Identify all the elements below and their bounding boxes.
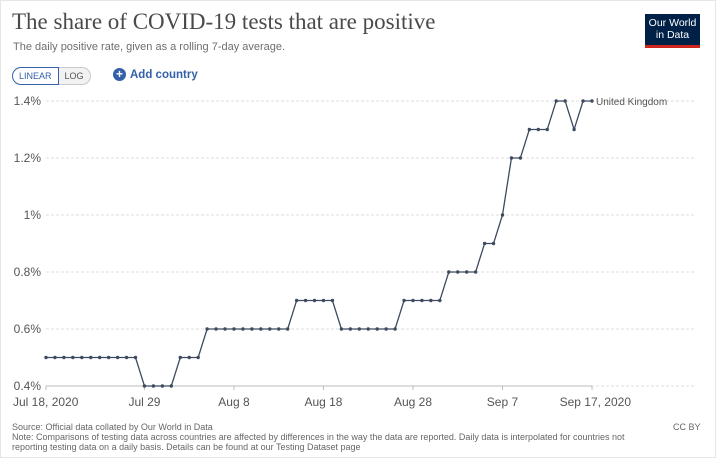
add-country-label: Add country <box>130 68 198 81</box>
data-point <box>169 384 174 388</box>
data-point <box>375 327 379 331</box>
x-tick-label: Jul 29 <box>128 395 160 409</box>
data-point <box>241 327 245 331</box>
data-point <box>151 384 156 388</box>
data-point <box>536 127 540 132</box>
source-note: Source: Official data collated by Our Wo… <box>12 422 213 432</box>
data-point <box>62 355 66 360</box>
y-tick-label: 1.2% <box>14 151 42 165</box>
y-tick-label: 1.4% <box>14 94 42 108</box>
data-point <box>545 127 549 132</box>
y-tick-label: 1% <box>24 208 42 222</box>
series-line-united-kingdom <box>46 100 592 387</box>
series-layer: United Kingdom <box>44 97 667 388</box>
data-point <box>500 213 505 217</box>
y-tick-label: 0.8% <box>14 265 42 279</box>
data-point <box>339 327 344 331</box>
data-point <box>321 298 326 303</box>
data-point <box>438 298 442 303</box>
data-point <box>357 327 361 331</box>
data-point <box>53 355 57 360</box>
data-point <box>223 327 227 331</box>
data-point <box>473 270 478 274</box>
data-point <box>268 327 272 331</box>
data-point <box>44 355 48 360</box>
data-point <box>348 327 353 331</box>
grid-lines <box>46 100 696 387</box>
linear-scale-button[interactable]: LINEAR <box>12 67 59 85</box>
x-tick-label: Aug 18 <box>304 395 342 409</box>
data-point <box>456 270 460 274</box>
data-point <box>115 355 120 360</box>
logo-line-2: in Data <box>655 29 690 41</box>
data-point <box>411 298 415 303</box>
data-point <box>294 298 299 303</box>
x-tick-label: Sep 7 <box>487 395 519 409</box>
data-point <box>482 241 487 246</box>
owid-logo[interactable]: Our World in Data <box>645 14 700 48</box>
data-point <box>142 384 147 388</box>
data-point <box>429 298 433 303</box>
x-tick-label: Sep 17, 2020 <box>560 395 632 409</box>
data-point <box>447 270 451 274</box>
data-point <box>232 327 236 331</box>
plus-icon: + <box>113 68 126 81</box>
x-tick-label: Aug 8 <box>218 395 250 409</box>
logo-line-1: Our World <box>648 17 697 29</box>
series-end-label: United Kingdom <box>596 97 667 108</box>
data-point <box>366 327 370 331</box>
data-point <box>89 355 93 360</box>
y-axis-ticks: 0.4% 0.6% 0.8% 1% 1.2% 1.4% <box>14 94 42 393</box>
data-point <box>420 298 424 303</box>
data-point <box>80 355 84 360</box>
data-point <box>312 298 317 303</box>
data-point <box>393 327 397 331</box>
data-point <box>330 298 335 303</box>
data-point <box>303 298 308 303</box>
data-point <box>491 241 496 246</box>
data-point <box>527 127 532 132</box>
y-tick-label: 0.6% <box>14 322 42 336</box>
log-scale-button[interactable]: LOG <box>58 67 91 85</box>
add-country-button[interactable]: + Add country <box>113 68 198 81</box>
data-point <box>250 327 254 331</box>
data-point <box>581 99 585 103</box>
y-tick-label: 0.4% <box>14 379 42 393</box>
data-point <box>196 355 200 360</box>
data-point <box>98 355 102 360</box>
data-point <box>464 270 469 274</box>
license-label[interactable]: CC BY <box>673 422 701 432</box>
chart-title: The share of COVID-19 tests that are pos… <box>12 9 436 34</box>
data-point <box>563 99 567 103</box>
data-point <box>402 298 406 303</box>
chart-subtitle: The daily positive rate, given as a roll… <box>13 41 286 53</box>
data-point <box>259 327 263 331</box>
data-point <box>285 327 290 331</box>
data-point <box>572 127 576 132</box>
x-tick-label: Jul 18, 2020 <box>13 395 79 409</box>
data-point <box>214 327 218 331</box>
data-point <box>205 327 209 331</box>
data-point <box>71 355 75 360</box>
scale-toggle: LINEAR LOG <box>12 67 91 85</box>
data-point <box>518 156 523 160</box>
data-point <box>133 355 138 360</box>
data-point <box>509 156 514 160</box>
data-point <box>124 355 129 360</box>
footnote: Note: Comparisons of testing data across… <box>12 432 625 452</box>
data-point <box>106 355 111 360</box>
data-point <box>590 99 594 103</box>
data-point <box>160 384 165 388</box>
data-point <box>384 327 388 331</box>
data-point <box>178 355 182 360</box>
x-axis-ticks: Jul 18, 2020 Jul 29 Aug 8 Aug 18 Aug 28 Sep 7… <box>13 385 632 409</box>
data-point <box>554 99 558 103</box>
data-point <box>187 355 191 360</box>
data-point <box>277 327 281 331</box>
x-tick-label: Aug 28 <box>394 395 432 409</box>
